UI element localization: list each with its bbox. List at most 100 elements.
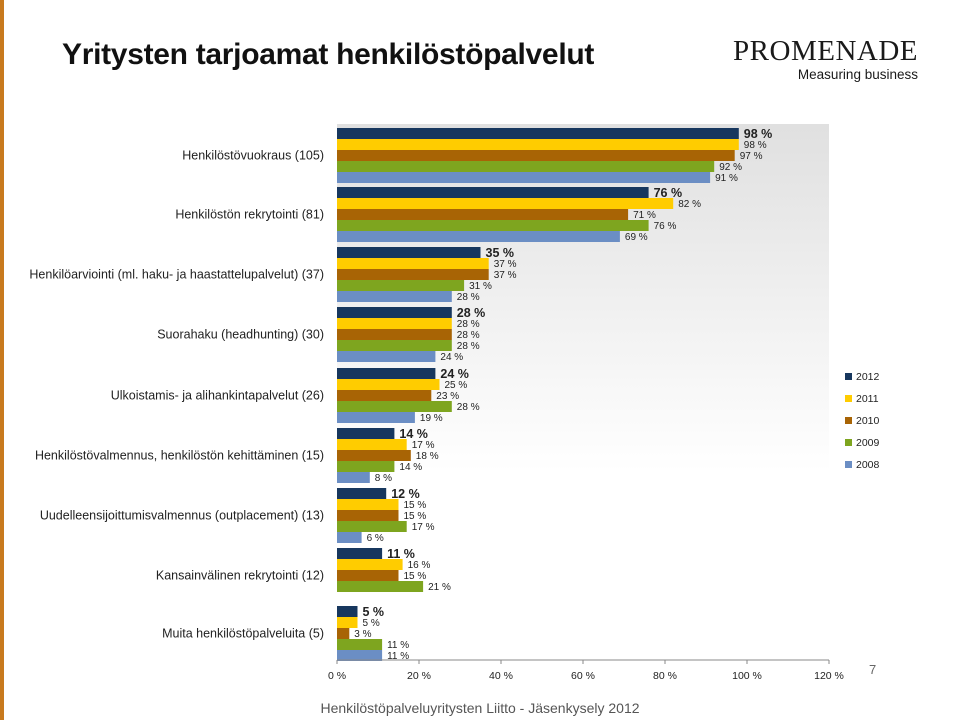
value-label-2009-kansainvalinen-rekrytointi-12: 21 % (428, 582, 451, 593)
legend-label-2011: 2011 (856, 393, 879, 405)
bar-2009-suorahaku-headhunting-30 (337, 340, 452, 351)
legend-swatch-2011 (845, 395, 852, 402)
category-label-ulkoistamis-ja-alihankintapalvelut-26: Ulkoistamis- ja alihankintapalvelut (26) (111, 389, 324, 403)
bar-2010-ulkoistamis-ja-alihankintapalvelut-26 (337, 390, 432, 401)
x-tick-label: 40 % (489, 670, 513, 682)
value-label-2009-henkilostovalmennus-henkiloston-kehittaminen-15: 14 % (399, 462, 422, 473)
bar-2008-henkiloston-rekrytointi-81 (337, 231, 620, 242)
value-label-2008-henkilostovuokraus-105: 91 % (715, 173, 738, 184)
value-label-2012-henkiloarviointi-ml-haku-ja-haastattelupalvelut-37: 35 % (486, 246, 515, 260)
side-accent-strip (0, 0, 4, 720)
legend: 2012 2011 2010 2009 2008 (845, 371, 880, 471)
value-label-2011-henkiloston-rekrytointi-81: 82 % (678, 199, 701, 210)
bar-2011-ulkoistamis-ja-alihankintapalvelut-26 (337, 379, 440, 390)
value-label-2010-muita-henkilostopalveluita-5: 3 % (354, 629, 371, 640)
x-axis: 0 % 20 % 40 % 60 % 80 % 100 % 120 % (328, 659, 844, 682)
bars-layer (337, 128, 739, 661)
bar-2008-suorahaku-headhunting-30 (337, 351, 436, 362)
bar-2010-muita-henkilostopalveluita-5 (337, 628, 350, 639)
x-tick-label: 0 % (328, 670, 346, 682)
page-number: 7 (869, 662, 877, 677)
bar-2012-kansainvalinen-rekrytointi-12 (337, 548, 383, 559)
legend-swatch-2009 (845, 439, 852, 446)
bar-2009-muita-henkilostopalveluita-5 (337, 639, 383, 650)
bar-2009-ulkoistamis-ja-alihankintapalvelut-26 (337, 401, 452, 412)
bar-2011-suorahaku-headhunting-30 (337, 318, 452, 329)
value-label-2009-uudelleensijoittumisvalmennus-outplacement-13: 17 % (412, 522, 435, 533)
value-label-2009-henkiloston-rekrytointi-81: 76 % (654, 221, 677, 232)
category-label-muita-henkilostopalveluita-5: Muita henkilöstöpalveluita (5) (162, 627, 324, 641)
value-label-2010-kansainvalinen-rekrytointi-12: 15 % (404, 571, 427, 582)
bar-2009-kansainvalinen-rekrytointi-12 (337, 581, 424, 592)
legend-swatch-2010 (845, 417, 852, 424)
bar-2012-henkilostovalmennus-henkiloston-kehittaminen-15 (337, 428, 395, 439)
bar-2012-ulkoistamis-ja-alihankintapalvelut-26 (337, 368, 436, 379)
value-label-2008-ulkoistamis-ja-alihankintapalvelut-26: 19 % (420, 413, 443, 424)
bar-2008-henkilostovalmennus-henkiloston-kehittaminen-15 (337, 472, 370, 483)
bar-2009-henkiloarviointi-ml-haku-ja-haastattelupalvelut-37 (337, 280, 465, 291)
bar-2012-suorahaku-headhunting-30 (337, 307, 452, 318)
value-labels: 98 %98 %97 %92 %91 %76 %82 %71 %76 %69 %… (354, 127, 772, 662)
bar-2008-ulkoistamis-ja-alihankintapalvelut-26 (337, 412, 415, 423)
legend-label-2010: 2010 (856, 415, 880, 427)
value-label-2008-uudelleensijoittumisvalmennus-outplacement-13: 6 % (367, 533, 384, 544)
value-label-2009-muita-henkilostopalveluita-5: 11 % (387, 640, 409, 651)
value-label-2012-suorahaku-headhunting-30: 28 % (457, 306, 486, 320)
x-tick-label: 100 % (732, 670, 762, 682)
legend-label-2008: 2008 (856, 459, 880, 471)
value-label-2012-ulkoistamis-ja-alihankintapalvelut-26: 24 % (440, 367, 469, 381)
bar-2011-uudelleensijoittumisvalmennus-outplacement-13 (337, 499, 399, 510)
logo-tagline: Measuring business (797, 67, 918, 82)
value-label-2011-ulkoistamis-ja-alihankintapalvelut-26: 25 % (445, 380, 468, 391)
value-label-2010-henkilostovalmennus-henkiloston-kehittaminen-15: 18 % (416, 451, 439, 462)
x-tick-label: 80 % (653, 670, 677, 682)
bar-2010-henkiloarviointi-ml-haku-ja-haastattelupalvelut-37 (337, 269, 489, 280)
bar-2010-kansainvalinen-rekrytointi-12 (337, 570, 399, 581)
value-label-2010-uudelleensijoittumisvalmennus-outplacement-13: 15 % (404, 511, 427, 522)
value-label-2011-suorahaku-headhunting-30: 28 % (457, 319, 480, 330)
bar-2012-muita-henkilostopalveluita-5 (337, 606, 358, 617)
logo-name: PROMENADE (733, 35, 918, 67)
bar-2012-henkiloarviointi-ml-haku-ja-haastattelupalvelut-37 (337, 247, 481, 258)
page-title: Yritysten tarjoamat henkilöstöpalvelut (62, 38, 595, 71)
category-label-uudelleensijoittumisvalmennus-outplacement-13: Uudelleensijoittumisvalmennus (outplacem… (40, 509, 324, 523)
value-label-2010-henkiloarviointi-ml-haku-ja-haastattelupalvelut-37: 37 % (494, 270, 517, 281)
value-label-2010-ulkoistamis-ja-alihankintapalvelut-26: 23 % (436, 391, 459, 402)
category-label-henkiloarviointi-ml-haku-ja-haastattelupalvelut-37: Henkilöarviointi (ml. haku- ja haastatte… (29, 268, 324, 282)
x-tick-label: 120 % (814, 670, 844, 682)
bar-2011-henkilostovalmennus-henkiloston-kehittaminen-15 (337, 439, 407, 450)
value-label-2011-uudelleensijoittumisvalmennus-outplacement-13: 15 % (404, 500, 427, 511)
category-label-henkilostovalmennus-henkiloston-kehittaminen-15: Henkilöstövalmennus, henkilöstön kehittä… (35, 449, 324, 463)
bar-2009-uudelleensijoittumisvalmennus-outplacement-13 (337, 521, 407, 532)
value-label-2008-muita-henkilostopalveluita-5: 11 % (387, 651, 409, 662)
bar-2010-uudelleensijoittumisvalmennus-outplacement-13 (337, 510, 399, 521)
category-label-kansainvalinen-rekrytointi-12: Kansainvälinen rekrytointi (12) (156, 569, 324, 583)
value-label-2010-henkiloston-rekrytointi-81: 71 % (633, 210, 656, 221)
value-label-2012-henkiloston-rekrytointi-81: 76 % (654, 186, 683, 200)
category-label-suorahaku-headhunting-30: Suorahaku (headhunting) (30) (157, 328, 324, 342)
x-tick-label: 20 % (407, 670, 431, 682)
value-label-2010-henkilostovuokraus-105: 97 % (740, 151, 763, 162)
bar-2010-henkilostovuokraus-105 (337, 150, 735, 161)
x-tick-label: 60 % (571, 670, 595, 682)
value-label-2008-henkilostovalmennus-henkiloston-kehittaminen-15: 8 % (375, 473, 392, 484)
bar-2012-uudelleensijoittumisvalmennus-outplacement-13 (337, 488, 387, 499)
bar-2011-henkilostovuokraus-105 (337, 139, 739, 150)
category-label-henkiloston-rekrytointi-81: Henkilöstön rekrytointi (81) (175, 208, 324, 222)
value-label-2008-henkiloston-rekrytointi-81: 69 % (625, 232, 648, 243)
bar-2009-henkilostovalmennus-henkiloston-kehittaminen-15 (337, 461, 395, 472)
value-label-2012-uudelleensijoittumisvalmennus-outplacement-13: 12 % (391, 487, 420, 501)
bar-2011-henkiloarviointi-ml-haku-ja-haastattelupalvelut-37 (337, 258, 489, 269)
category-labels: Henkilöstövuokraus (105) Henkilöstön rekr… (29, 149, 324, 641)
value-label-2012-henkilostovalmennus-henkiloston-kehittaminen-15: 14 % (399, 427, 428, 441)
legend-label-2012: 2012 (856, 371, 880, 383)
value-label-2011-kansainvalinen-rekrytointi-12: 16 % (408, 560, 431, 571)
value-label-2012-muita-henkilostopalveluita-5: 5 % (363, 605, 385, 619)
bar-2012-henkiloston-rekrytointi-81 (337, 187, 649, 198)
bar-2008-muita-henkilostopalveluita-5 (337, 650, 383, 661)
value-label-2011-henkilostovuokraus-105: 98 % (744, 140, 767, 151)
legend-swatch-2012 (845, 373, 852, 380)
bar-2008-uudelleensijoittumisvalmennus-outplacement-13 (337, 532, 362, 543)
legend-swatch-2008 (845, 461, 852, 468)
bar-2009-henkiloston-rekrytointi-81 (337, 220, 649, 231)
